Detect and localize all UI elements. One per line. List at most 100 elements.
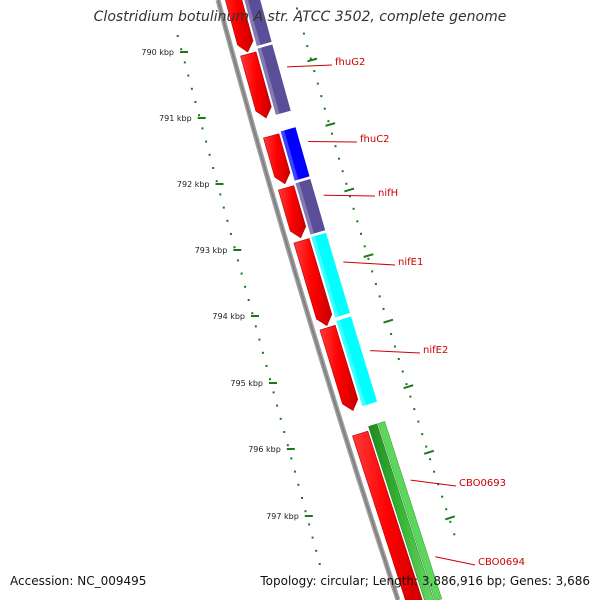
outer-tick-minor [378,295,381,298]
outer-tick-major [344,187,355,193]
outer-tick-minor [449,520,452,523]
backbone [215,0,401,601]
scale-tick-minor [251,312,254,315]
scale-tick-minor [301,497,303,499]
scale-tick-minor [269,378,271,381]
outer-tick-minor [345,182,348,185]
cog-highlight [310,235,339,318]
cds-arrow [225,0,254,53]
backbone-core [217,0,399,601]
outer-tick-minor [390,333,393,335]
outer-tick-minor [360,232,362,235]
cog-block-blue [279,126,311,182]
scale-tick-minor [261,351,264,354]
scale-tick-minor [233,246,236,249]
outer-tick-minor [433,470,436,473]
scale-tick-minor [318,563,321,565]
cog-block-green [377,421,443,602]
scale-label: 791 kbp [159,114,192,123]
scale-tick-minor [201,127,204,130]
cds-arrow [319,324,359,411]
outer-tick-minor [352,207,355,210]
scale-tick-minor [297,483,300,486]
scale-tick-minor [244,285,247,288]
gene-label-leader [343,261,396,266]
scale-tick-minor [265,365,268,367]
cog-block-cyan [310,232,351,319]
map-title: Clostridium botulinum A str. ATCC 3502, … [93,9,507,25]
scale-tick-minor [272,391,275,394]
cds-track [225,0,424,604]
gene-label-fhuc2[interactable]: fhuC2 [360,134,390,145]
gene-label-leader [287,64,333,68]
cog-track [243,0,443,604]
outer-tick-minor [323,107,326,110]
outer-tick-minor [421,433,424,436]
gene-label-leader [323,194,376,197]
outer-tick-minor [425,445,428,448]
outer-tick-major [325,122,336,127]
outer-tick-minor [393,345,396,348]
outer-tick-minor [401,370,404,373]
scale-tick-minor [247,299,250,301]
outer-tick-minor [374,282,377,285]
outer-tick-minor [309,57,312,60]
gene-label-nifh[interactable]: nifH [378,188,398,199]
scale-tick-minor [290,457,293,460]
scale-tick-minor [183,61,186,64]
scale-tick-minor [190,87,193,90]
scale-tick-minor [215,180,218,183]
gene-label-nife1[interactable]: nifE1 [398,257,423,268]
scale-tick-minor [219,193,222,196]
gene-label-cbo0694[interactable]: CBO0694 [478,557,525,568]
scale-tick-minor [194,101,197,103]
outer-tick-minor [320,95,323,98]
cog-block-purple [243,0,273,47]
scale-label: 795 kbp [230,379,263,388]
outer-tick-minor [441,495,444,498]
cog-highlight [257,47,280,116]
scale-tick-minor [286,444,289,447]
outer-tick-minor [349,195,351,198]
scale-tick-minor [311,536,314,539]
outer-tick-minor [453,533,456,536]
outer-tick-minor [334,145,337,148]
outer-tick-minor [316,82,319,85]
scale-label: 794 kbp [212,312,245,321]
cog-block-purple [294,178,326,236]
scale-label: 790 kbp [141,48,174,57]
outer-tick-major [423,449,435,455]
outer-tick-major [363,253,374,258]
cog-block-cyan [335,315,378,407]
outer-tick-minor [367,257,370,260]
cds-arrow [263,133,291,185]
gene-label-nife2[interactable]: nifE2 [423,345,448,356]
gene-label-fhug2[interactable]: fhuG2 [335,57,365,68]
outer-tick-major [444,515,456,521]
gene-label-leader [370,350,421,354]
outer-tick-minor [417,420,420,423]
outer-tick-minor [296,7,298,10]
scale-label: 796 kbp [248,445,281,454]
outer-tick-minor [306,45,309,48]
outer-tick-minor [338,157,341,160]
outer-tick-track [296,7,456,536]
gene-label-leader [410,479,457,487]
scale-label: 792 kbp [177,180,210,189]
outer-tick-minor [299,20,302,22]
gene-label-cbo0693[interactable]: CBO0693 [459,478,506,489]
genome-summary-text: Topology: circular; Length: 3,886,916 bp… [260,574,590,588]
outer-tick-minor [397,358,400,360]
scale-tick-minor [240,272,243,275]
scale-tick-minor [276,404,279,407]
scale-tick-minor [198,114,200,117]
scale-tick-minor [279,417,282,420]
outer-tick-major [307,57,318,63]
outer-tick-minor [371,270,374,273]
scale-tick-minor [254,325,257,328]
outer-tick-minor [382,307,385,310]
scale-tick-minor [180,48,183,51]
outer-tick-major [403,384,414,390]
